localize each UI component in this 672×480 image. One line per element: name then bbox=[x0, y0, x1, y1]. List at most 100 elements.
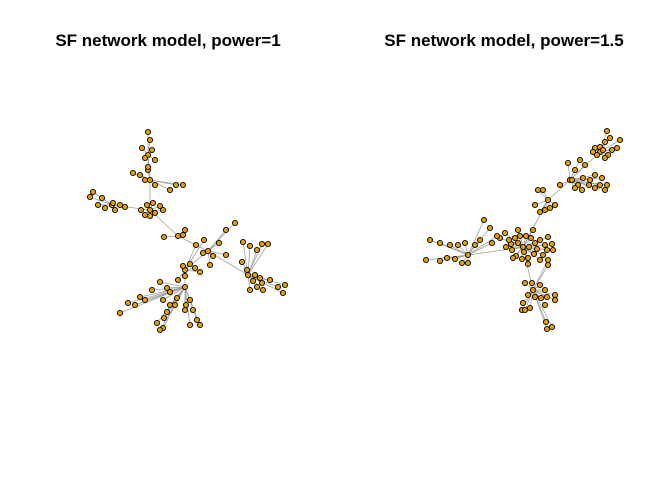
network-node bbox=[586, 182, 591, 187]
network-node bbox=[544, 247, 549, 252]
network-node bbox=[145, 129, 150, 134]
network-node bbox=[532, 240, 537, 245]
network-node bbox=[532, 202, 537, 207]
network-node bbox=[161, 315, 166, 320]
network-node bbox=[117, 310, 122, 315]
network-node bbox=[545, 262, 550, 267]
network-node bbox=[147, 207, 152, 212]
network-node bbox=[582, 162, 587, 167]
network-node bbox=[549, 324, 554, 329]
network-node bbox=[87, 194, 92, 199]
network-node bbox=[95, 202, 100, 207]
network-node bbox=[545, 234, 550, 239]
network-node bbox=[173, 182, 178, 187]
network-node bbox=[542, 287, 547, 292]
network-node bbox=[193, 242, 198, 247]
network-node bbox=[167, 289, 172, 294]
network-graph-power-1 bbox=[0, 0, 336, 480]
network-node bbox=[125, 300, 130, 305]
network-node bbox=[509, 247, 514, 252]
network-node bbox=[519, 256, 524, 261]
network-node bbox=[580, 175, 585, 180]
network-node bbox=[532, 294, 537, 299]
network-node bbox=[265, 241, 270, 246]
network-node bbox=[600, 147, 605, 152]
network-node bbox=[545, 257, 550, 262]
network-node bbox=[197, 322, 202, 327]
network-node bbox=[137, 172, 142, 177]
network-node bbox=[216, 240, 221, 245]
network-node bbox=[525, 292, 530, 297]
network-node bbox=[528, 235, 533, 240]
network-node bbox=[254, 247, 259, 252]
network-node bbox=[531, 251, 536, 256]
network-node bbox=[182, 273, 187, 278]
network-node bbox=[577, 157, 582, 162]
network-node bbox=[139, 145, 144, 150]
network-node bbox=[282, 282, 287, 287]
network-node bbox=[152, 210, 157, 215]
network-node bbox=[465, 252, 470, 257]
network-node bbox=[144, 202, 149, 207]
network-node bbox=[192, 265, 197, 270]
network-node bbox=[138, 207, 143, 212]
network-node bbox=[90, 189, 95, 194]
network-node bbox=[552, 297, 557, 302]
network-node bbox=[602, 187, 607, 192]
network-node bbox=[267, 277, 272, 282]
network-node bbox=[160, 297, 165, 302]
network-node bbox=[112, 207, 117, 212]
network-node bbox=[437, 258, 442, 263]
network-node bbox=[602, 155, 607, 160]
network-node bbox=[244, 267, 249, 272]
network-node bbox=[465, 260, 470, 265]
network-node bbox=[142, 177, 147, 182]
network-node bbox=[494, 233, 499, 238]
network-node bbox=[540, 187, 545, 192]
network-node bbox=[232, 220, 237, 225]
network-node bbox=[602, 139, 607, 144]
network-edge bbox=[160, 282, 185, 287]
network-node bbox=[481, 217, 486, 222]
network-node bbox=[180, 232, 185, 237]
network-node bbox=[423, 257, 428, 262]
network-node bbox=[489, 240, 494, 245]
network-node bbox=[259, 241, 264, 246]
network-node bbox=[182, 307, 187, 312]
network-node bbox=[147, 177, 152, 182]
network-node bbox=[152, 157, 157, 162]
network-node bbox=[527, 305, 532, 310]
network-node bbox=[240, 239, 245, 244]
network-node bbox=[157, 279, 162, 284]
network-node bbox=[572, 167, 577, 172]
network-node bbox=[540, 252, 545, 257]
network-node bbox=[604, 128, 609, 133]
network-node bbox=[194, 317, 199, 322]
network-node bbox=[520, 300, 525, 305]
network-node bbox=[149, 287, 154, 292]
network-node bbox=[200, 250, 205, 255]
network-node bbox=[147, 137, 152, 142]
network-node bbox=[257, 275, 262, 280]
network-node bbox=[210, 253, 215, 258]
network-node bbox=[187, 261, 192, 266]
network-node bbox=[175, 277, 180, 282]
network-node bbox=[190, 307, 195, 312]
network-node bbox=[137, 294, 142, 299]
network-node bbox=[444, 255, 449, 260]
network-node bbox=[247, 287, 252, 292]
network-node bbox=[517, 233, 522, 238]
network-node bbox=[487, 225, 492, 230]
network-node bbox=[280, 290, 285, 295]
network-node bbox=[592, 172, 597, 177]
network-node bbox=[526, 244, 531, 249]
network-node bbox=[537, 257, 542, 262]
network-node bbox=[182, 227, 187, 232]
network-node bbox=[510, 255, 515, 260]
network-node bbox=[477, 237, 482, 242]
network-node bbox=[175, 233, 180, 238]
network-node bbox=[544, 294, 549, 299]
network-node bbox=[545, 197, 550, 202]
network-node bbox=[512, 235, 517, 240]
network-node bbox=[543, 319, 548, 324]
